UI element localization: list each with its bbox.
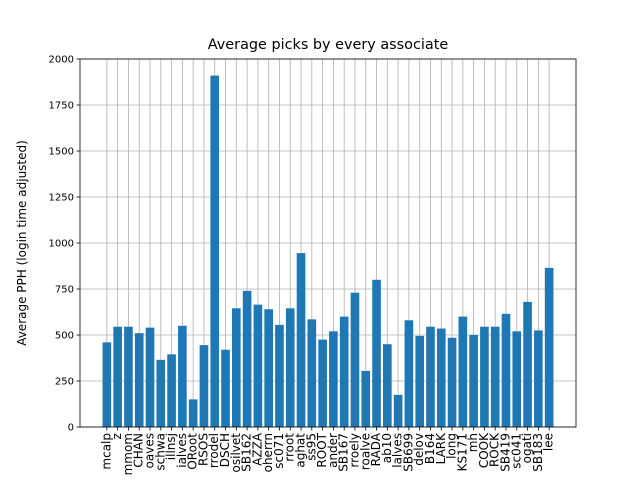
bar [458, 316, 468, 427]
bar [296, 253, 306, 427]
bar [307, 319, 317, 427]
bar [534, 330, 543, 427]
x-tick-label: ab10 [380, 433, 394, 463]
x-tick-label: delov [412, 433, 426, 466]
x-tick-label: rroely [347, 433, 361, 468]
x-tick-label: sc071 [272, 433, 286, 469]
bar [102, 342, 112, 427]
x-tick-label: ialves [175, 433, 189, 468]
bar [415, 335, 425, 427]
x-tick-label: SB183 [531, 433, 545, 472]
bar [188, 399, 198, 427]
x-tick-label: illnsj [164, 433, 178, 460]
x-tick-label: AZZA [250, 432, 264, 466]
bar [113, 326, 122, 427]
bar [350, 292, 360, 427]
bar [393, 394, 403, 427]
x-tick-label: ROCK [488, 432, 502, 467]
x-tick-label: COOK [477, 432, 491, 468]
x-tick-label: SB419 [498, 433, 512, 472]
bar [145, 327, 155, 427]
bar [253, 304, 263, 427]
bar [523, 301, 532, 427]
x-tick-label: rrodel [207, 433, 221, 468]
x-tick-label: rroot [283, 433, 297, 462]
bar [210, 75, 220, 427]
bar [339, 316, 349, 427]
bar [156, 359, 166, 427]
y-tick-label: 500 [55, 331, 74, 342]
bar [178, 325, 187, 427]
x-tick-label: lee [542, 433, 556, 451]
bar [264, 309, 273, 427]
x-tick-label: SB162 [240, 433, 254, 472]
x-tick-label: CHAN [132, 433, 146, 468]
bar [480, 326, 489, 427]
y-tick-label: 250 [55, 377, 74, 388]
x-tick-label: B164 [423, 433, 437, 464]
x-tick-label: long [445, 433, 459, 459]
x-tick-label: mcalp [99, 433, 113, 470]
x-tick-label: mmom [121, 433, 135, 475]
x-tick-label: ROOT [315, 432, 329, 467]
x-tick-label: schwa [153, 433, 167, 471]
bar [490, 326, 500, 427]
bar [329, 331, 338, 427]
bar [544, 267, 554, 427]
y-tick-label: 1000 [49, 239, 74, 250]
bars [102, 75, 554, 427]
bar [134, 333, 144, 427]
bar [512, 331, 522, 427]
x-tick-label: LARK [434, 432, 448, 465]
y-tick-label: 1250 [49, 193, 74, 204]
bar [469, 335, 478, 427]
y-tick-label: 2000 [49, 55, 74, 66]
x-tick-label: aghat [294, 433, 308, 468]
bar [285, 308, 295, 427]
bar [167, 354, 176, 427]
y-tick-label: 750 [55, 285, 74, 296]
x-tick-label: KS171 [455, 433, 469, 471]
y-tick-label: 0 [68, 423, 74, 434]
bar [501, 313, 511, 427]
x-tick-label: oherrn [261, 433, 275, 472]
bar [221, 349, 230, 427]
bar [318, 339, 327, 427]
x-tick-label: ander [326, 433, 340, 468]
x-tick-label: osilvet [229, 433, 243, 473]
x-tick-label: roalve [358, 433, 372, 470]
bar [447, 337, 457, 427]
x-tick-label: RADA [369, 432, 383, 466]
x-tick-label: SB699 [401, 433, 415, 472]
bar [231, 308, 241, 427]
bar [383, 344, 392, 427]
x-tick-label: ss95 [304, 433, 318, 461]
bar [436, 328, 446, 427]
x-tick-label: mh [466, 433, 480, 452]
x-tick-label: DSCH [218, 433, 232, 467]
bar [361, 370, 371, 427]
y-tick-label: 1500 [49, 147, 74, 158]
x-tick-label: sc041 [509, 433, 523, 469]
x-tick-label: ORoot [186, 433, 200, 470]
x-tick-label: ogati [520, 433, 534, 463]
chart-title: Average picks by every associate [208, 37, 449, 53]
y-axis-label: Average PPH (login time adjusted) [15, 140, 29, 346]
labels: 0 250 500 750 1000 1250 1500 1750 2000 mcalpzmmom… [49, 55, 556, 476]
x-tick-label: oaves [143, 433, 157, 468]
x-tick-label: SB167 [337, 433, 351, 472]
bar [426, 326, 435, 427]
bar [124, 326, 133, 427]
bar [199, 345, 209, 427]
x-tick-label: RSOS [196, 433, 210, 466]
bar [275, 324, 284, 427]
x-tick-label: z [110, 433, 124, 439]
bar [404, 320, 414, 427]
y-tick-label: 1750 [49, 101, 74, 112]
x-tick-label: lalves [391, 433, 405, 468]
bar [372, 279, 381, 427]
bar [242, 290, 252, 427]
